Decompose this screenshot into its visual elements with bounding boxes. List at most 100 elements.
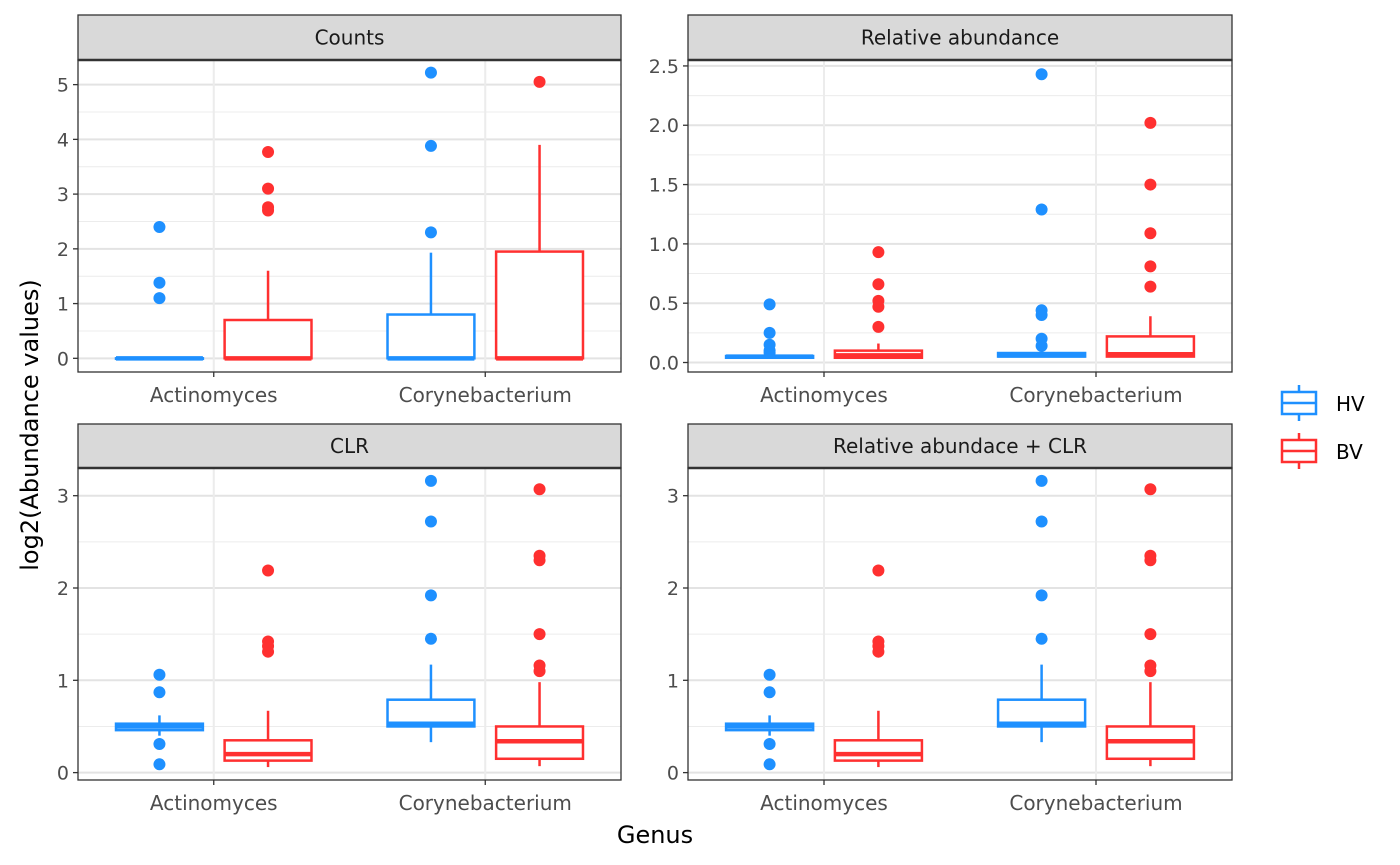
y-tick-label: 1.0 [649, 234, 679, 256]
panel-strip-title: Counts [315, 26, 385, 50]
panel-strip-title: Relative abundance [861, 26, 1059, 50]
iqr-box [223, 739, 313, 762]
outlier-point [1035, 304, 1048, 317]
outlier-point [424, 474, 437, 487]
y-tick-label: 0 [57, 348, 69, 370]
outlier-point [424, 515, 437, 528]
iqr-box [1105, 335, 1196, 358]
outlier-point [153, 292, 166, 305]
box-hv-corynebacterium [996, 68, 1087, 358]
box-bv-corynebacterium [1105, 483, 1196, 767]
outlier-point [533, 659, 546, 672]
outlier-point [1144, 116, 1157, 129]
box-bv-corynebacterium [1105, 116, 1196, 358]
outlier-point [262, 182, 275, 195]
box-hv-actinomyces [114, 668, 205, 771]
y-tick-label: 1 [57, 670, 69, 692]
outlier-point [872, 635, 885, 648]
y-tick-label: 3 [667, 486, 679, 508]
outlier-point [153, 758, 166, 771]
y-tick-label: 3 [57, 486, 69, 508]
outlier-point [533, 628, 546, 641]
box-bv-corynebacterium [494, 483, 585, 767]
outlier-point [1035, 203, 1048, 216]
outlier-point [763, 298, 776, 311]
outlier-point [1035, 332, 1048, 345]
outlier-point [1144, 280, 1157, 293]
y-tick-label: 4 [57, 129, 69, 151]
outlier-point [1144, 659, 1157, 672]
legend: HV BV [1280, 385, 1365, 469]
outlier-point [1144, 483, 1157, 496]
y-tick-label: 5 [57, 75, 69, 97]
legend-item-bv: BV [1280, 433, 1363, 469]
outlier-point [872, 294, 885, 307]
box-hv-corynebacterium [386, 66, 476, 361]
outlier-point [153, 276, 166, 289]
strip-background [77, 423, 622, 469]
outlier-point [1035, 589, 1048, 602]
y-tick-label: 0.5 [649, 293, 679, 315]
y-tick-label: 2 [57, 578, 69, 600]
outlier-point [872, 564, 885, 577]
y-tick-label: 0 [57, 763, 69, 785]
outlier-point [1144, 178, 1157, 191]
outlier-point [262, 201, 275, 214]
outlier-point [153, 668, 166, 681]
y-tick-label: 2 [57, 239, 69, 261]
y-tick-label: 2 [667, 578, 679, 600]
legend-item-hv: HV [1280, 385, 1365, 421]
iqr-box [833, 739, 924, 762]
outlier-point [872, 246, 885, 259]
box-hv-actinomyces [724, 298, 815, 360]
panel-strip-title: Relative abundace + CLR [833, 434, 1087, 458]
y-tick-label: 0 [667, 763, 679, 785]
y-tick-label: 1.5 [649, 175, 679, 197]
outlier-point [153, 738, 166, 750]
x-axis-title: Genus [617, 821, 693, 849]
outlier-point [763, 668, 776, 681]
outlier-point [424, 226, 437, 239]
y-tick-label: 1 [57, 294, 69, 316]
panel-counts: Counts 0 1 2 3 4 5 Actinomyces Corynebacterium [57, 14, 622, 407]
outlier-point [1144, 227, 1157, 240]
outlier-point [424, 589, 437, 602]
panel-relative-abundace-clr: Relative abundace + CLR 0 1 2 3 Actinomyces Co… [667, 423, 1233, 815]
iqr-box [386, 313, 476, 360]
y-tick-label: 1 [667, 670, 679, 692]
outlier-point [1035, 474, 1048, 487]
y-axis-title: log2(Abundance values) [16, 279, 44, 570]
x-tick-label: Corynebacterium [399, 791, 572, 815]
outlier-point [153, 686, 166, 699]
legend-label: HV [1336, 392, 1365, 416]
outlier-point [533, 549, 546, 562]
strip-background [77, 14, 622, 61]
y-tick-label: 3 [57, 184, 69, 206]
box-bv-actinomyces [833, 246, 924, 360]
outlier-point [1035, 515, 1048, 528]
outlier-point [424, 66, 437, 79]
outlier-point [763, 738, 776, 750]
box-hv-corynebacterium [996, 474, 1087, 743]
outlier-point [424, 139, 437, 152]
box-hv-corynebacterium [386, 474, 476, 743]
outlier-point [262, 564, 275, 577]
y-tick-label: 2.0 [649, 115, 679, 137]
outlier-point [763, 758, 776, 771]
outlier-point [424, 632, 437, 645]
x-tick-label: Actinomyces [760, 383, 888, 407]
iqr-box [494, 250, 585, 360]
x-tick-label: Corynebacterium [1009, 791, 1182, 815]
outlier-point [1144, 628, 1157, 641]
box-hv-actinomyces [724, 668, 815, 771]
outlier-point [1144, 549, 1157, 562]
y-tick-label: 2.5 [649, 56, 679, 78]
x-tick-label: Actinomyces [760, 791, 888, 815]
legend-label: BV [1336, 440, 1363, 464]
panel-clr: CLR 0 1 2 3 Actinomyces Corynebacterium [57, 423, 622, 815]
x-tick-label: Corynebacterium [399, 383, 572, 407]
box-bv-actinomyces [223, 564, 313, 768]
panel-background [688, 60, 1232, 372]
